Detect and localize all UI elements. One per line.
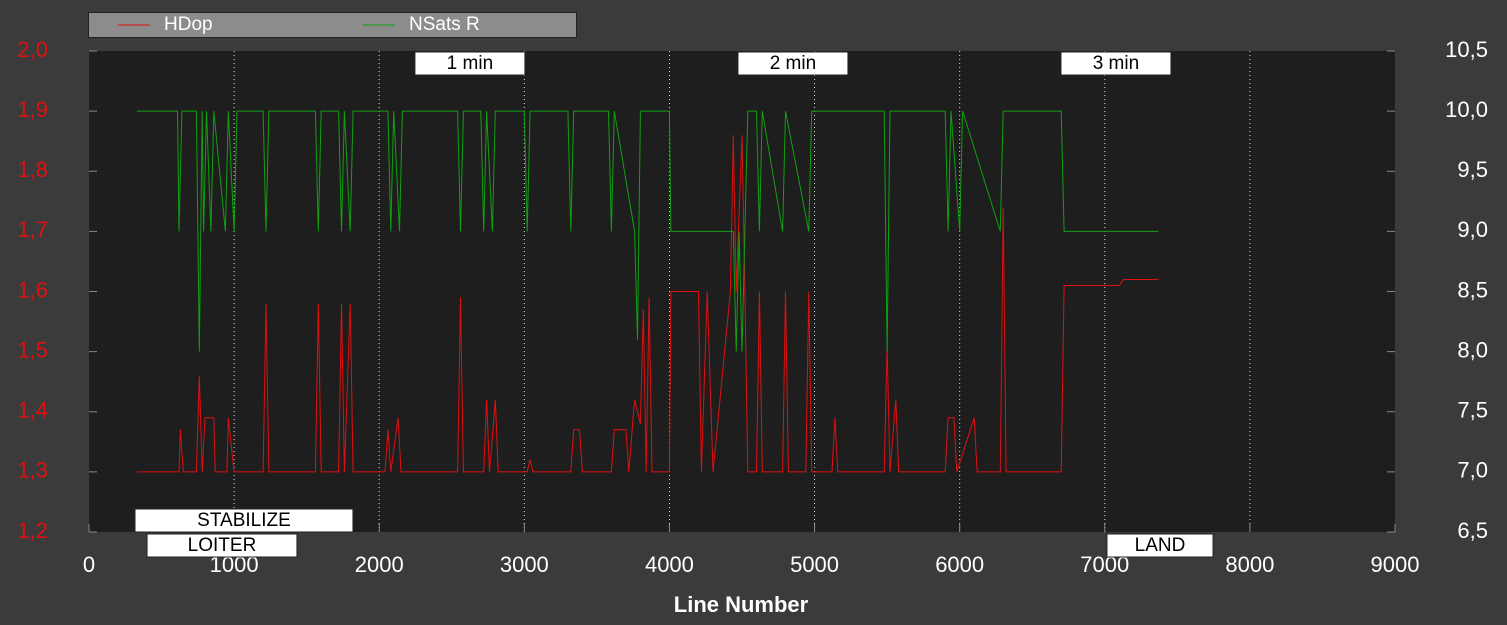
mode-label: LOITER — [188, 535, 257, 556]
y2-tick-label: 10,0 — [1445, 97, 1488, 122]
legend-label: NSats R — [409, 14, 480, 35]
y-tick-label: 1,2 — [17, 518, 48, 543]
time-marker-box — [737, 51, 849, 76]
y2-tick-label: 9,5 — [1457, 157, 1488, 182]
x-tick-label: 9000 — [1371, 552, 1420, 577]
series-line — [136, 135, 1159, 473]
mode-box — [134, 508, 354, 533]
x-tick-label: 4000 — [645, 552, 694, 577]
plot-area — [89, 51, 1395, 532]
y-tick-label: 2,0 — [17, 37, 48, 62]
legend-label: HDop — [164, 14, 213, 35]
y2-tick-label: 6,5 — [1457, 518, 1488, 543]
x-tick-label: 3000 — [500, 552, 549, 577]
time-marker-label: 2 min — [770, 53, 816, 74]
y-tick-label: 1,4 — [17, 398, 48, 423]
x-tick-label: 5000 — [790, 552, 839, 577]
mode-box — [1106, 533, 1214, 558]
y2-tick-label: 7,0 — [1457, 458, 1488, 483]
y-tick-label: 1,9 — [17, 97, 48, 122]
mode-label: LAND — [1135, 535, 1186, 556]
legend — [88, 12, 577, 38]
y2-tick-label: 9,0 — [1457, 217, 1488, 242]
y2-tick-label: 8,5 — [1457, 277, 1488, 302]
y2-tick-label: 7,5 — [1457, 398, 1488, 423]
series-line — [136, 110, 1159, 352]
mode-box — [146, 533, 298, 558]
y-tick-label: 1,5 — [17, 337, 48, 362]
x-tick-label: 6000 — [935, 552, 984, 577]
y-tick-label: 1,7 — [17, 217, 48, 242]
time-marker-label: 1 min — [447, 53, 493, 74]
x-axis-label: Line Number — [674, 592, 809, 617]
y2-tick-label: 10,5 — [1445, 37, 1488, 62]
time-marker-box — [1060, 51, 1172, 76]
time-marker-box — [414, 51, 526, 76]
y2-tick-label: 8,0 — [1457, 337, 1488, 362]
y-tick-label: 1,8 — [17, 157, 48, 182]
y-tick-label: 1,6 — [17, 277, 48, 302]
time-marker-label: 3 min — [1093, 53, 1139, 74]
x-tick-label: 0 — [83, 552, 95, 577]
y-tick-label: 1,3 — [17, 458, 48, 483]
mode-label: STABILIZE — [197, 510, 291, 531]
x-tick-label: 8000 — [1225, 552, 1274, 577]
x-tick-label: 2000 — [355, 552, 404, 577]
